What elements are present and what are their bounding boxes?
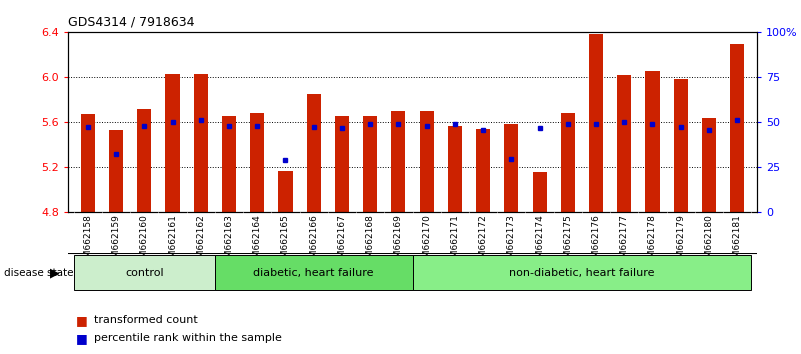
Bar — [533, 172, 546, 212]
Bar — [589, 34, 603, 212]
Bar — [392, 111, 405, 212]
Bar — [702, 118, 716, 212]
Bar — [646, 72, 659, 212]
Bar — [222, 116, 236, 212]
FancyBboxPatch shape — [215, 255, 413, 290]
Text: non-diabetic, heart failure: non-diabetic, heart failure — [509, 268, 654, 278]
Text: disease state: disease state — [4, 268, 74, 278]
Text: ■: ■ — [76, 332, 88, 344]
Bar — [307, 94, 320, 212]
Bar — [137, 109, 151, 212]
Bar — [279, 171, 292, 212]
Bar — [476, 129, 490, 212]
Bar — [618, 75, 631, 212]
Text: control: control — [125, 268, 163, 278]
Text: GDS4314 / 7918634: GDS4314 / 7918634 — [68, 16, 195, 29]
Bar — [363, 116, 377, 212]
FancyBboxPatch shape — [74, 255, 215, 290]
Text: diabetic, heart failure: diabetic, heart failure — [253, 268, 374, 278]
Bar — [674, 79, 688, 212]
Text: transformed count: transformed count — [94, 315, 198, 325]
Bar — [448, 126, 462, 212]
Bar — [109, 130, 123, 212]
Bar — [731, 44, 744, 212]
Text: percentile rank within the sample: percentile rank within the sample — [94, 333, 282, 343]
Bar — [194, 74, 207, 212]
Bar — [81, 114, 95, 212]
Bar — [561, 113, 575, 212]
Bar — [420, 111, 433, 212]
Bar — [505, 124, 518, 212]
Bar — [335, 116, 349, 212]
Text: ▶: ▶ — [50, 266, 60, 279]
Bar — [166, 74, 179, 212]
FancyBboxPatch shape — [413, 255, 751, 290]
Text: ■: ■ — [76, 314, 88, 327]
Bar — [250, 113, 264, 212]
